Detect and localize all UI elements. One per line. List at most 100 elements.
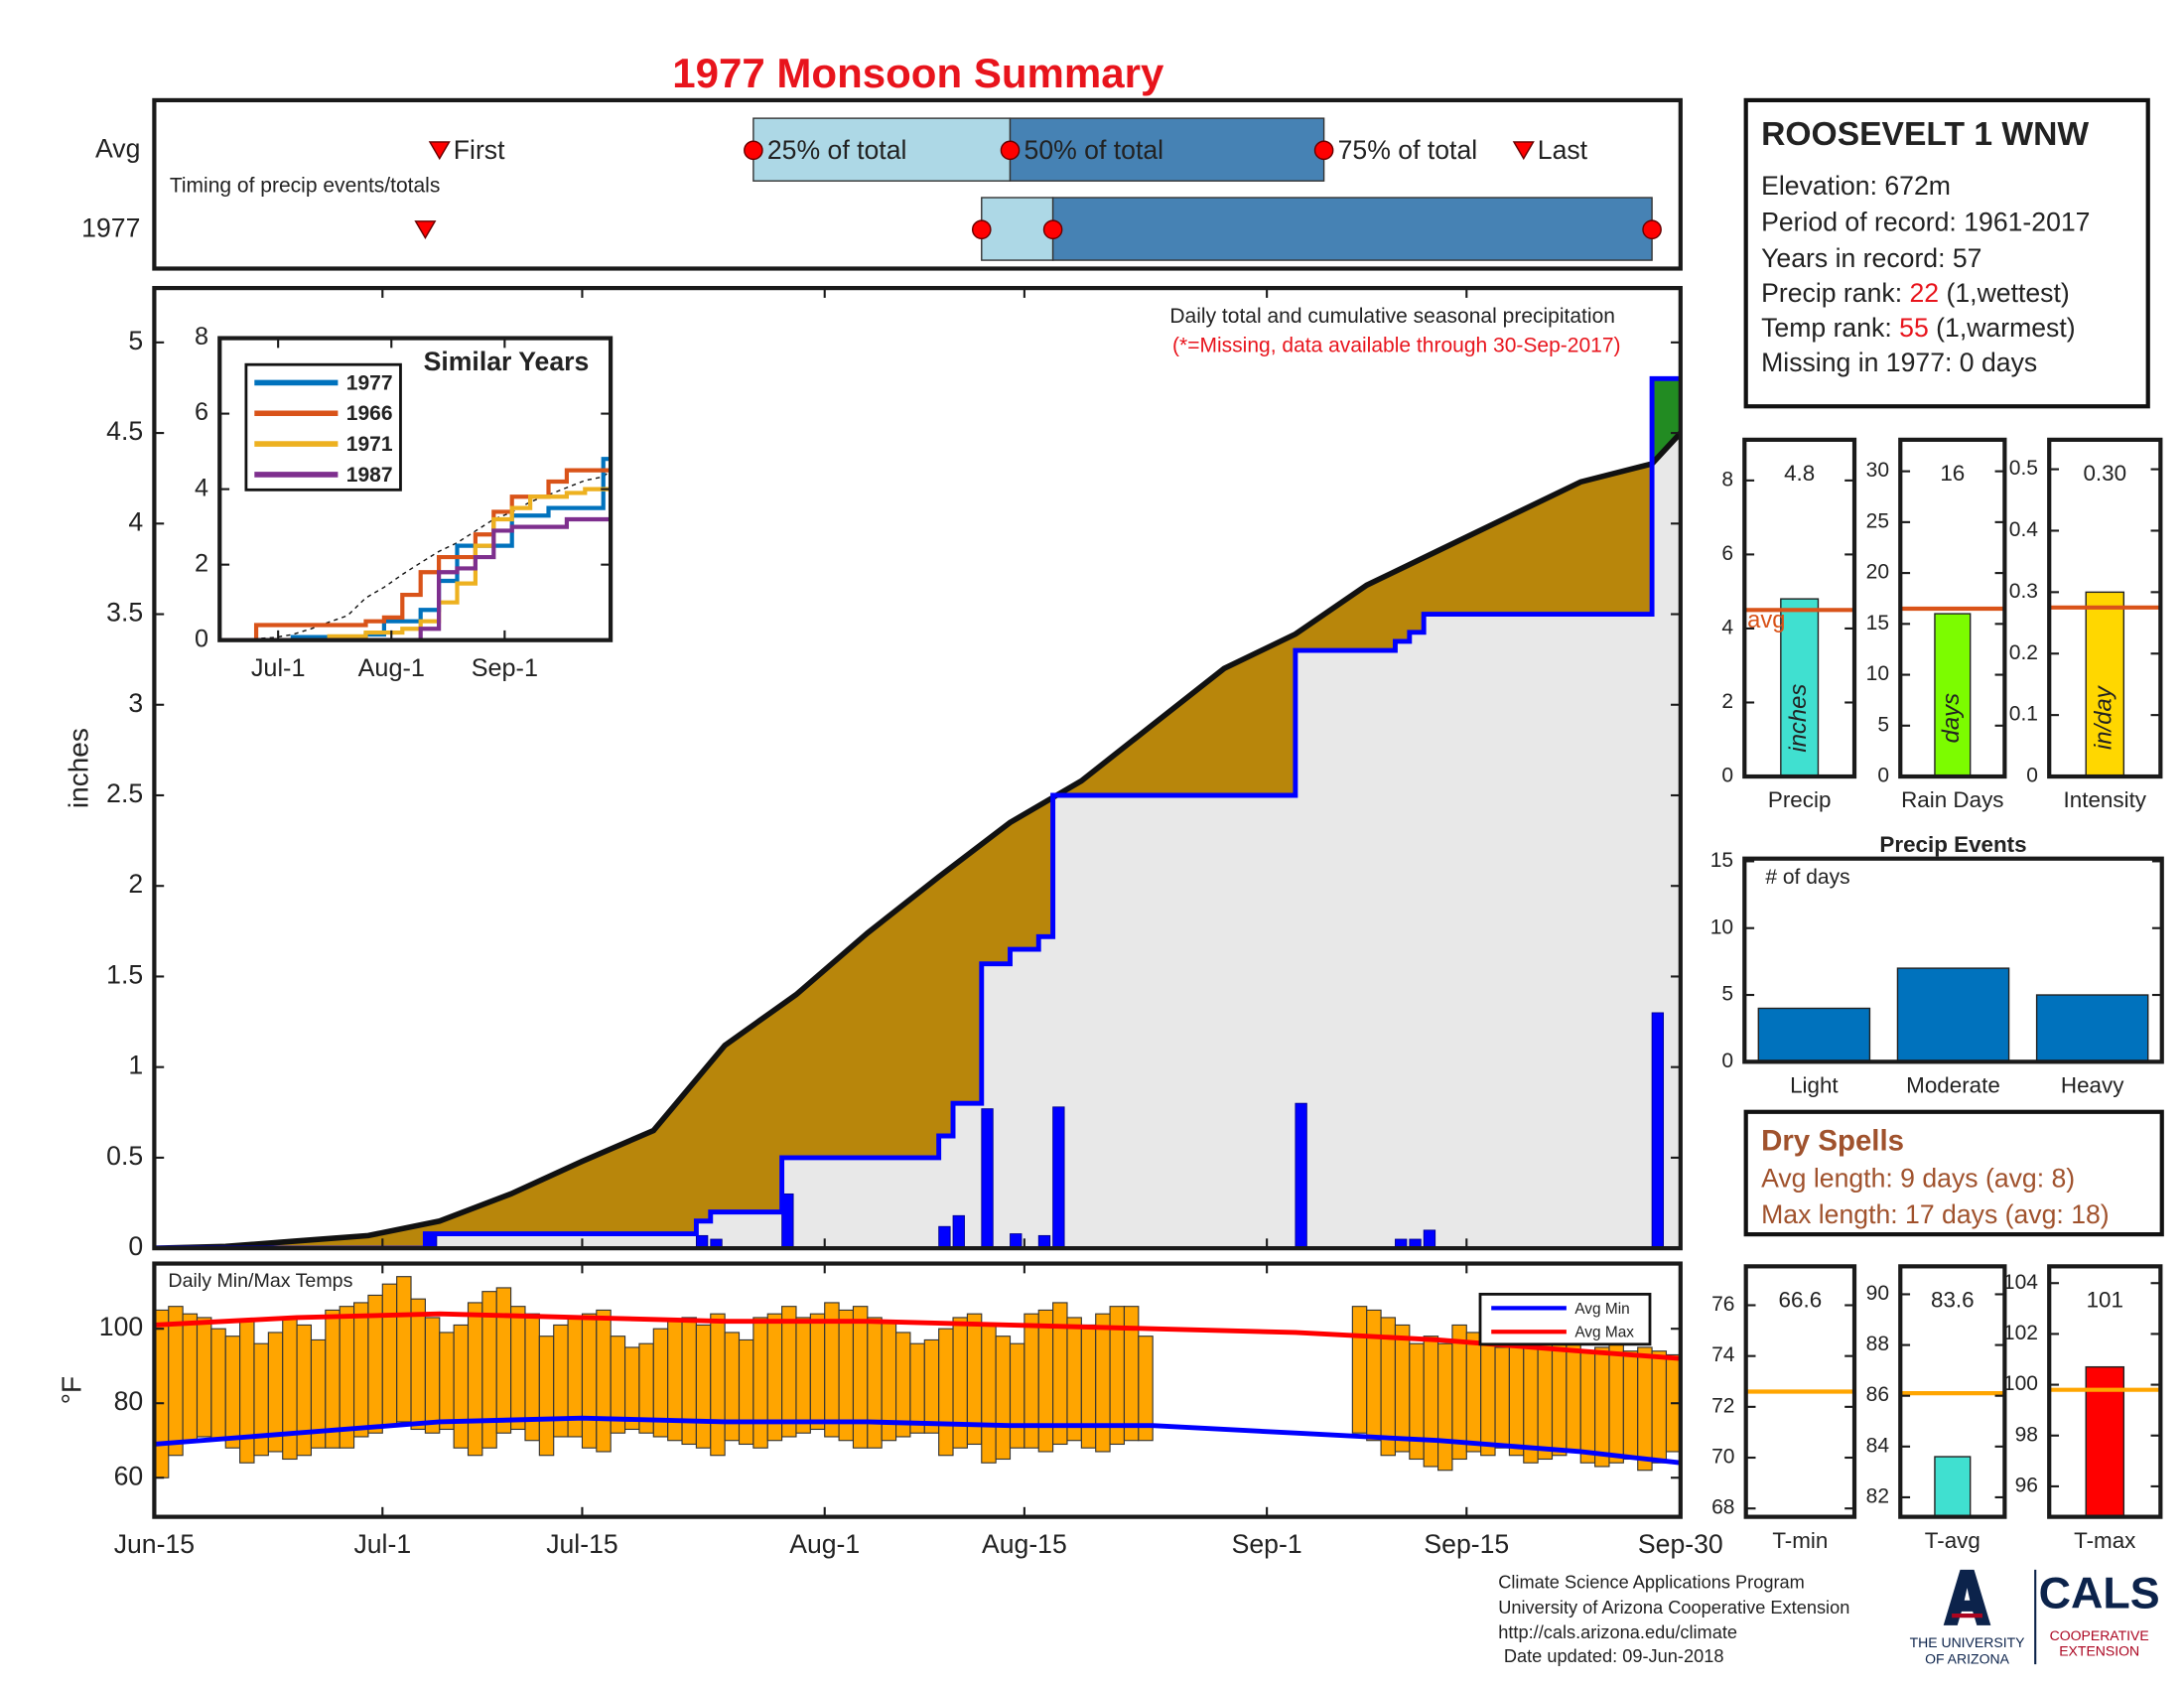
y-axis-label: °F bbox=[57, 1376, 87, 1404]
temp-bar bbox=[1095, 1313, 1111, 1453]
value-label: 16 bbox=[1940, 461, 1965, 486]
daily-bar bbox=[1295, 1102, 1307, 1249]
temp-bar bbox=[1080, 1324, 1097, 1449]
category-label: T-avg bbox=[1925, 1528, 1980, 1553]
temp-bar bbox=[1608, 1338, 1624, 1464]
x-tick-label: Aug-1 bbox=[789, 1529, 860, 1559]
temp-bar bbox=[995, 1336, 1012, 1461]
category-label: Moderate bbox=[1906, 1072, 2000, 1097]
footer-line: Climate Science Applications Program bbox=[1498, 1573, 1805, 1593]
temp-bar bbox=[596, 1309, 612, 1453]
y-tick-label: 20 bbox=[1866, 561, 1889, 584]
y-tick-label: 98 bbox=[2015, 1423, 2038, 1446]
bar bbox=[2035, 994, 2149, 1062]
legend-label: 1966 bbox=[346, 402, 393, 425]
temp-bar bbox=[581, 1313, 598, 1449]
x-tick-label: Jul-15 bbox=[546, 1529, 617, 1559]
y-tick-label: 0.3 bbox=[2009, 580, 2038, 603]
y-tick-label: 5 bbox=[1877, 713, 1889, 736]
y-tick-label: 0 bbox=[2026, 765, 2038, 787]
value-label: 66.6 bbox=[1779, 1287, 1823, 1312]
legend-box bbox=[1478, 1292, 1652, 1346]
plot-frame bbox=[2047, 437, 2163, 779]
event-label: 50% of total bbox=[1024, 135, 1164, 165]
legend-label: Avg Max bbox=[1574, 1325, 1634, 1341]
daily-bar bbox=[1651, 1012, 1665, 1249]
plot-frame bbox=[217, 336, 614, 642]
category-label: Light bbox=[1790, 1072, 1839, 1097]
bar bbox=[1934, 613, 1972, 777]
precip-rank-value: 22 bbox=[1910, 278, 1940, 308]
y-tick-label: 5 bbox=[1721, 983, 1733, 1006]
logo-text: OF ARIZONA bbox=[1925, 1651, 2009, 1667]
temp-bar bbox=[381, 1283, 398, 1427]
temp-bar bbox=[1637, 1346, 1653, 1472]
temp-bar bbox=[282, 1317, 298, 1461]
cals-text: CALS bbox=[2039, 1567, 2160, 1618]
station-frame bbox=[1743, 97, 2150, 409]
y-tick-label: 3 bbox=[128, 688, 143, 718]
category-label: T-min bbox=[1772, 1528, 1828, 1553]
plot-frame bbox=[152, 286, 1683, 1251]
page-title: 1977 Monsoon Summary bbox=[672, 50, 1164, 96]
temp-bar bbox=[538, 1336, 555, 1457]
value-label: 101 bbox=[2087, 1287, 2123, 1312]
panel-title: Precip Events bbox=[1879, 832, 2026, 857]
y-tick-label: 68 bbox=[1711, 1496, 1734, 1519]
y-tick-label: 0.5 bbox=[2009, 457, 2038, 480]
plot-frame bbox=[1898, 437, 2007, 779]
category-label: T-max bbox=[2074, 1528, 2135, 1553]
temp-bar bbox=[182, 1313, 199, 1442]
below-average-area bbox=[154, 433, 1681, 1249]
y-tick-label: 15 bbox=[1866, 612, 1889, 634]
dry-spells-title: Dry Spells bbox=[1761, 1124, 1904, 1157]
quartile-marker bbox=[1313, 140, 1334, 161]
y-tick-label: 2 bbox=[1721, 690, 1733, 713]
x-tick-label: Aug-15 bbox=[982, 1529, 1067, 1559]
temp-rank-value: 55 bbox=[1899, 313, 1929, 343]
temp-bar bbox=[1138, 1336, 1154, 1442]
y-tick-label: 74 bbox=[1711, 1343, 1735, 1366]
x-tick-label: Sep-30 bbox=[1638, 1529, 1723, 1559]
bar bbox=[1896, 967, 2010, 1062]
daily-bar bbox=[952, 1214, 965, 1249]
temp-bar bbox=[352, 1302, 369, 1438]
temp-bar bbox=[909, 1342, 925, 1434]
timing-box bbox=[981, 197, 1054, 261]
quartile-marker bbox=[1000, 140, 1021, 161]
y-tick-label: 5 bbox=[128, 326, 143, 355]
daily-bar bbox=[781, 1193, 794, 1249]
temp-bar bbox=[495, 1287, 512, 1434]
x-tick-label: Sep-1 bbox=[472, 654, 538, 682]
temp-bar bbox=[1480, 1338, 1496, 1457]
y-tick-label: 0 bbox=[128, 1231, 143, 1261]
y-tick-label: 96 bbox=[2015, 1474, 2038, 1496]
temp-bar bbox=[695, 1324, 712, 1449]
y-axis-label: inches bbox=[64, 728, 94, 808]
footer-line: Date updated: 09-Jun-2018 bbox=[1504, 1646, 1724, 1666]
chart-note: (*=Missing, data available through 30-Se… bbox=[1172, 335, 1621, 357]
y-tick-label: 0 bbox=[1877, 765, 1889, 787]
temp-bar bbox=[510, 1306, 526, 1431]
plot-frame bbox=[2047, 1264, 2163, 1519]
y-tick-label: 6 bbox=[1721, 542, 1733, 565]
temp-bar bbox=[752, 1317, 768, 1449]
footer-line: http://cals.arizona.edu/climate bbox=[1498, 1622, 1737, 1642]
y-tick-label: 102 bbox=[2003, 1322, 2038, 1344]
temp-rank: Temp rank: 55 (1,warmest) bbox=[1761, 313, 2075, 343]
legend-label: 1987 bbox=[346, 464, 393, 487]
temp-bar bbox=[424, 1317, 441, 1434]
y-tick-label: 0.5 bbox=[106, 1141, 143, 1171]
temp-bar bbox=[410, 1298, 426, 1431]
daily-bar bbox=[981, 1108, 994, 1249]
plot-frame bbox=[152, 97, 1683, 271]
dry-spells-frame bbox=[1743, 1109, 2164, 1237]
temp-bar bbox=[710, 1313, 726, 1457]
event-marker bbox=[414, 220, 437, 240]
plot-frame bbox=[1743, 1264, 1857, 1519]
temp-bar bbox=[1366, 1309, 1382, 1442]
temp-bar bbox=[325, 1309, 341, 1449]
x-tick-label: Jul-1 bbox=[251, 654, 306, 682]
